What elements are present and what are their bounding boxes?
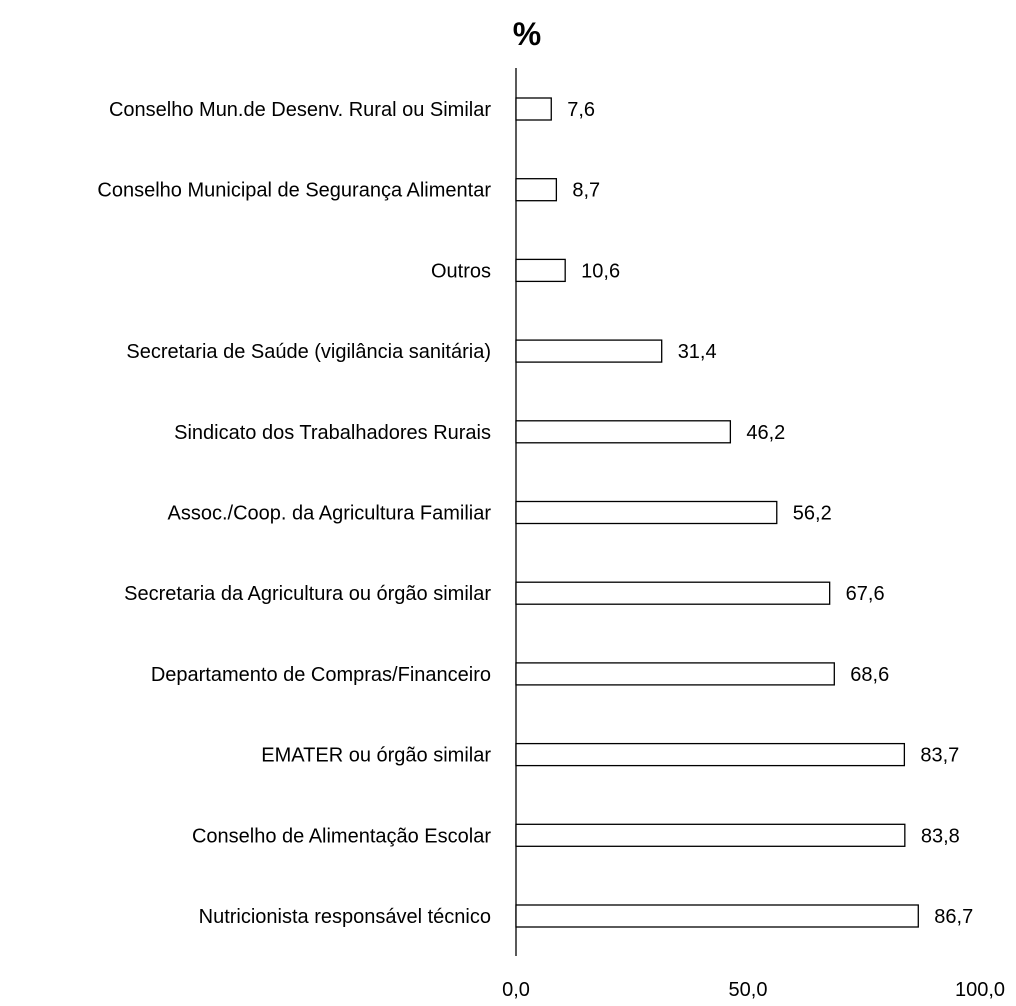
- x-tick-label: 50,0: [729, 979, 768, 1001]
- category-label: Conselho Municipal de Segurança Alimenta…: [97, 180, 491, 202]
- category-label: Conselho de Alimentação Escolar: [192, 825, 491, 847]
- category-label: Sindicato dos Trabalhadores Rurais: [174, 422, 491, 444]
- bar: [515, 420, 732, 444]
- data-label: 7,6: [567, 99, 595, 121]
- data-label: 67,6: [846, 583, 885, 605]
- bar: [515, 97, 552, 121]
- x-tick-label: 0,0: [502, 979, 530, 1001]
- category-labels-group: Conselho Mun.de Desenv. Rural ou Similar…: [97, 99, 491, 928]
- data-label: 83,8: [921, 825, 960, 847]
- data-label: 56,2: [793, 503, 832, 525]
- x-axis-tick-labels-group: 0,0 50,0 100,0: [502, 979, 1005, 1001]
- category-label: Nutricionista responsável técnico: [199, 906, 491, 928]
- data-label: 68,6: [850, 664, 889, 686]
- category-label: Assoc./Coop. da Agricultura Familiar: [168, 503, 492, 525]
- data-label: 83,7: [920, 745, 959, 767]
- data-label: 10,6: [581, 260, 620, 282]
- bar: [515, 178, 558, 202]
- data-label: 46,2: [746, 422, 785, 444]
- bars-group: [515, 97, 919, 928]
- category-label: Conselho Mun.de Desenv. Rural ou Similar: [109, 99, 491, 121]
- bar: [515, 742, 906, 767]
- category-label: EMATER ou órgão similar: [261, 745, 491, 767]
- bar: [515, 904, 919, 928]
- data-label: 86,7: [934, 906, 973, 928]
- data-label: 8,7: [572, 180, 600, 202]
- x-tick-label: 100,0: [955, 979, 1005, 1001]
- category-label: Secretaria de Saúde (vigilância sanitári…: [126, 341, 491, 363]
- bar: [515, 581, 831, 605]
- category-label: Secretaria da Agricultura ou órgão simil…: [124, 583, 491, 605]
- value-labels-group: 7,6 8,7 10,6 31,4 46,2 56,2 67,6 68,6 83,7 83,8 86…: [567, 99, 973, 928]
- bar: [515, 823, 906, 847]
- chart-title: %: [513, 16, 541, 52]
- category-label: Departamento de Compras/Financeiro: [151, 664, 491, 686]
- bar: [515, 339, 663, 363]
- data-label: 31,4: [678, 341, 717, 363]
- bar: [515, 258, 566, 283]
- bar: [515, 500, 778, 525]
- bar: [515, 662, 835, 686]
- category-label: Outros: [431, 260, 491, 282]
